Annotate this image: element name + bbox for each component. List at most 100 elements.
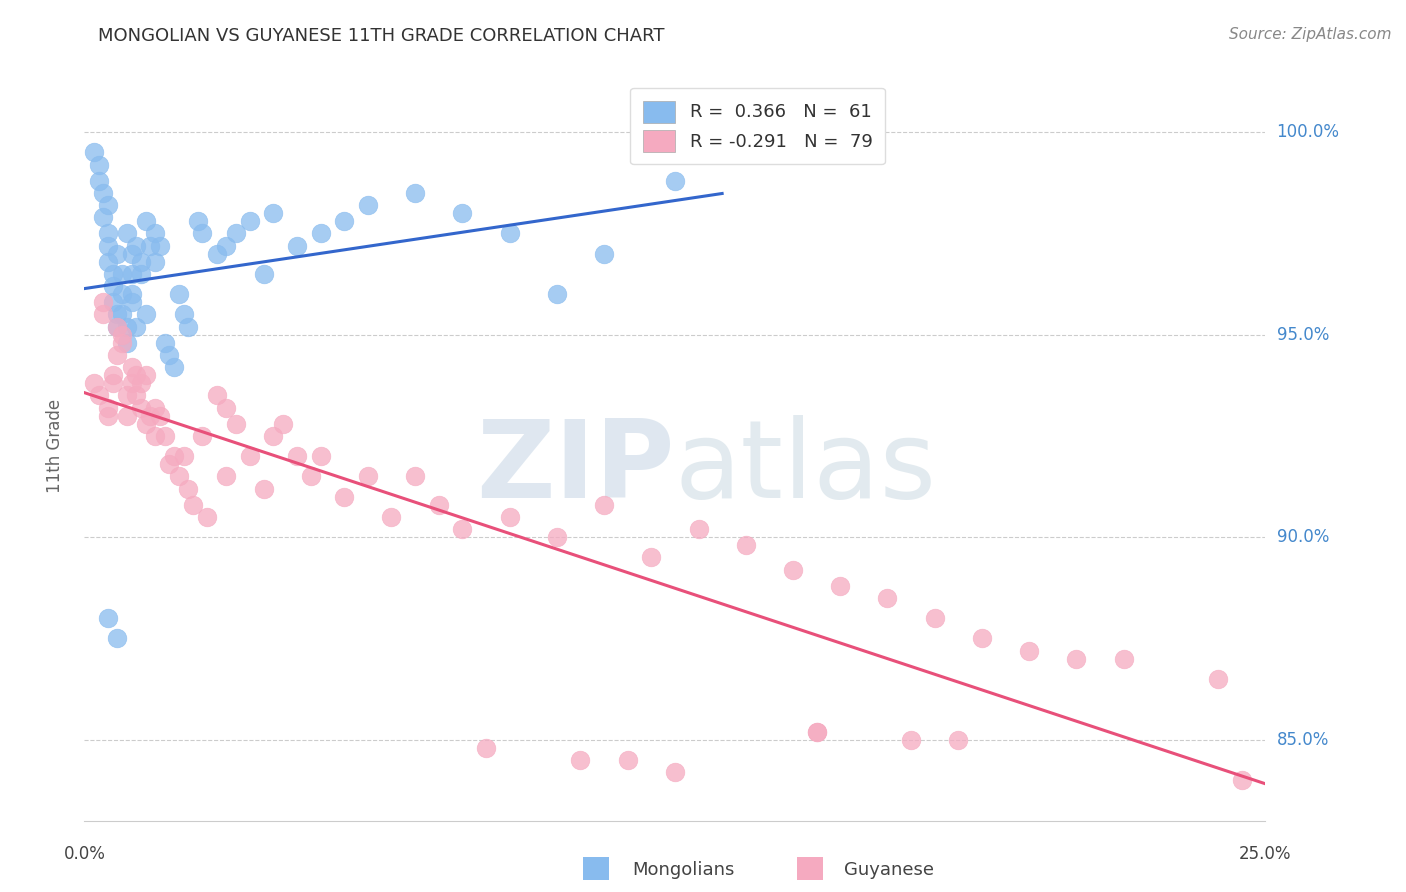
Text: Guyanese: Guyanese [844, 861, 934, 879]
Point [121, 295, 143, 310]
Point [107, 246, 129, 260]
Point [107, 307, 129, 321]
Point [205, 388, 228, 402]
Point [1066, 651, 1088, 665]
Point [191, 429, 214, 443]
Point [285, 238, 308, 252]
Point [143, 227, 166, 241]
Point [239, 449, 262, 463]
Text: 0.0%: 0.0% [63, 845, 105, 863]
Point [129, 401, 152, 415]
Point [83, 376, 105, 391]
Point [215, 401, 238, 415]
Point [97, 401, 120, 415]
Point [239, 214, 262, 228]
Point [205, 246, 228, 260]
Point [593, 498, 616, 512]
Point [149, 409, 172, 423]
Point [187, 214, 209, 228]
Point [153, 429, 176, 443]
Point [111, 335, 134, 350]
Point [262, 206, 284, 220]
Point [900, 732, 922, 747]
Point [121, 359, 143, 374]
Point [173, 449, 195, 463]
Point [404, 186, 426, 200]
Point [97, 254, 120, 268]
Text: 95.0%: 95.0% [1277, 326, 1329, 343]
Point [253, 267, 276, 281]
Point [806, 724, 828, 739]
Point [121, 246, 143, 260]
Point [616, 753, 638, 767]
Point [125, 388, 148, 402]
Point [143, 429, 166, 443]
Point [262, 429, 284, 443]
Point [111, 267, 134, 281]
Point [475, 740, 498, 755]
Point [593, 246, 616, 260]
Point [135, 307, 157, 321]
Point [115, 319, 138, 334]
Point [546, 530, 568, 544]
Point [107, 319, 129, 334]
Point [143, 254, 166, 268]
Point [101, 279, 124, 293]
Point [664, 765, 686, 780]
Point [451, 206, 474, 220]
Point [157, 457, 180, 471]
Point [664, 174, 686, 188]
Point [177, 319, 200, 334]
Point [91, 186, 114, 200]
Legend: R =  0.366   N =  61, R = -0.291   N =  79: R = 0.366 N = 61, R = -0.291 N = 79 [630, 88, 886, 164]
Point [91, 210, 114, 224]
Point [299, 469, 322, 483]
Point [215, 469, 238, 483]
Point [309, 449, 332, 463]
Point [91, 307, 114, 321]
Point [101, 368, 124, 383]
Point [125, 368, 148, 383]
Point [253, 482, 276, 496]
Point [167, 469, 190, 483]
Point [163, 449, 186, 463]
Point [115, 335, 138, 350]
Point [97, 611, 120, 625]
Point [121, 287, 143, 301]
Point [427, 498, 450, 512]
Point [181, 498, 204, 512]
Point [225, 227, 247, 241]
Point [225, 417, 247, 431]
Point [285, 449, 308, 463]
Text: Mongolians: Mongolians [633, 861, 735, 879]
Point [107, 348, 129, 362]
Point [546, 287, 568, 301]
Point [149, 238, 172, 252]
Text: 85.0%: 85.0% [1277, 731, 1329, 748]
Point [498, 227, 520, 241]
Point [121, 376, 143, 391]
Point [87, 174, 110, 188]
Point [782, 562, 804, 576]
Point [101, 376, 124, 391]
Point [1230, 773, 1253, 788]
Point [111, 287, 134, 301]
Point [830, 579, 852, 593]
Point [1206, 672, 1229, 686]
Point [806, 724, 828, 739]
Point [111, 327, 134, 342]
Point [115, 388, 138, 402]
Text: 90.0%: 90.0% [1277, 528, 1329, 546]
Point [498, 509, 520, 524]
Point [101, 295, 124, 310]
Point [734, 538, 756, 552]
Point [924, 611, 946, 625]
Point [111, 307, 134, 321]
Point [1018, 643, 1040, 657]
Point [121, 267, 143, 281]
Text: atlas: atlas [675, 416, 936, 522]
Text: ZIP: ZIP [477, 416, 675, 522]
Point [163, 359, 186, 374]
Point [125, 319, 148, 334]
Point [173, 307, 195, 321]
